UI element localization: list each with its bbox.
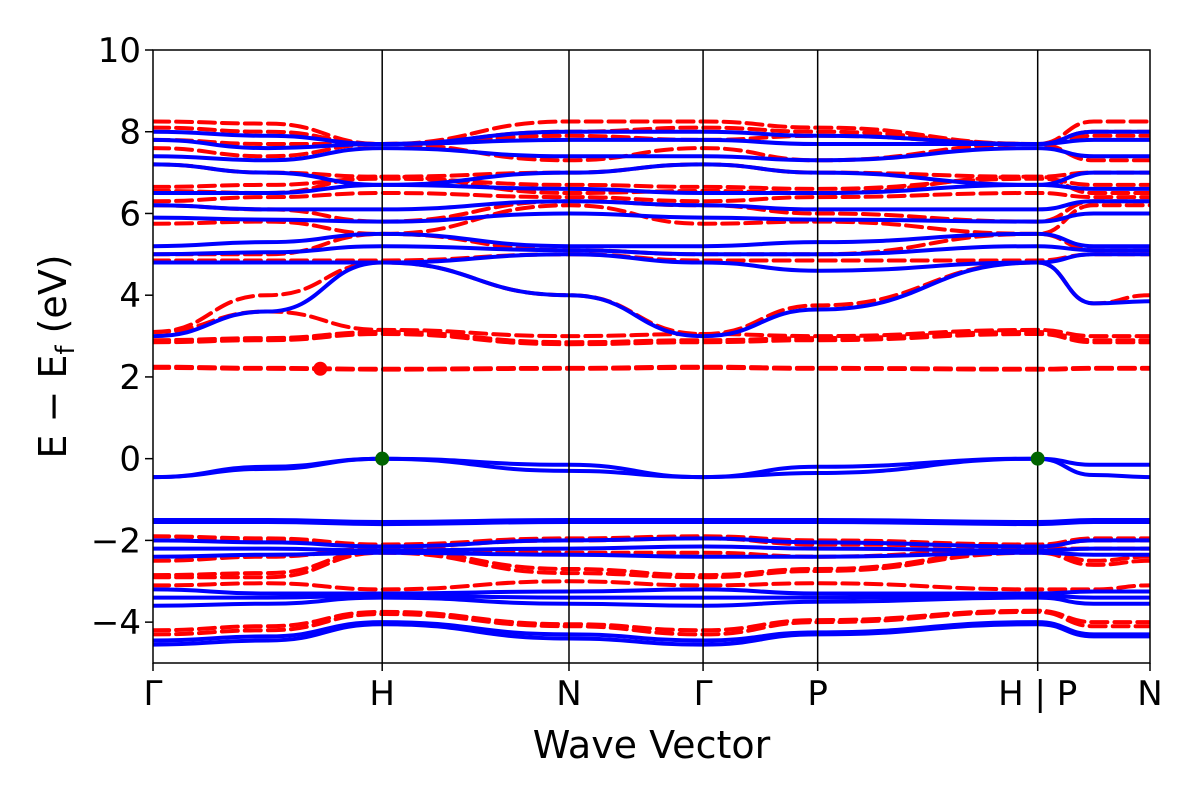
spin-up-band-0: [153, 622, 1150, 647]
x-tick-label: P: [807, 674, 828, 714]
bands-layer: [153, 119, 1150, 647]
x-tick-label: Γ: [144, 674, 163, 714]
spin-down-band-5: [153, 546, 1150, 563]
spin-down-band-20: [153, 176, 1150, 191]
y-tick-label: −2: [91, 521, 141, 561]
band-marker-1: [375, 451, 390, 466]
spin-up-band-15: [153, 231, 1150, 249]
spin-up-band-7: [153, 536, 1150, 549]
y-axis-title: E − Ef (eV): [31, 254, 81, 458]
band-marker-0: [313, 361, 328, 376]
spin-down-band-9: [153, 364, 1150, 371]
spin-down-band-18: [153, 190, 1150, 204]
y-tick-label: −4: [91, 603, 141, 643]
x-axis-title: Wave Vector: [533, 723, 771, 767]
spin-up-band-6: [153, 544, 1150, 553]
spin-down-band-1: [153, 608, 1150, 633]
markers-layer: [313, 361, 1045, 466]
spin-up-band-13: [153, 252, 1150, 273]
spin-up-band-3: [153, 593, 1150, 600]
spin-down-band-10: [153, 331, 1150, 347]
spin-up-band-1: [153, 620, 1150, 643]
y-tick-label: 2: [119, 358, 141, 398]
spin-down-band-16: [153, 203, 1150, 236]
spin-down-band-2: [153, 579, 1150, 592]
x-tick-label: Γ: [694, 674, 713, 714]
y-axis-title-unit: (eV): [31, 254, 75, 345]
y-axis-title-e: E: [31, 435, 75, 459]
y-tick-label: 0: [119, 440, 141, 480]
y-axis-title-sub: f: [51, 345, 81, 355]
y-axis-ticks: −4 −2 0 2 4 6 8 10: [91, 31, 153, 643]
spin-up-band-19: [153, 162, 1150, 187]
x-tick-label: H | P: [998, 674, 1077, 714]
spin-up-band-22: [153, 129, 1150, 147]
spin-up-band-14: [153, 244, 1150, 257]
spin-up-band-20: [153, 146, 1150, 163]
spin-up-band-11: [153, 456, 1150, 480]
y-tick-label: 6: [119, 194, 141, 234]
kpoint-lines: [381, 50, 1039, 663]
y-tick-label: 4: [119, 276, 141, 316]
spin-down-band-12: [153, 309, 1150, 339]
spin-up-band-9: [153, 519, 1150, 527]
plot-frame: [152, 49, 1151, 664]
x-tick-label: H: [369, 674, 395, 714]
y-axis-title-minus: − E: [31, 355, 75, 435]
y-tick-label: 8: [119, 113, 141, 153]
spin-up-band-2: [153, 595, 1150, 608]
spin-up-band-17: [153, 199, 1150, 212]
spin-up-band-16: [153, 211, 1150, 224]
spin-up-band-5: [153, 550, 1150, 559]
x-tick-label: N: [1137, 674, 1162, 714]
x-tick-label: N: [556, 674, 581, 714]
spin-down-band-11: [153, 329, 1150, 345]
y-tick-label: 10: [98, 31, 141, 71]
spin-up-band-12: [153, 260, 1150, 339]
spin-up-band-4: [153, 587, 1150, 596]
x-axis-ticks: Γ H N Γ P H | P N: [144, 663, 1163, 714]
band-marker-2: [1030, 451, 1045, 466]
